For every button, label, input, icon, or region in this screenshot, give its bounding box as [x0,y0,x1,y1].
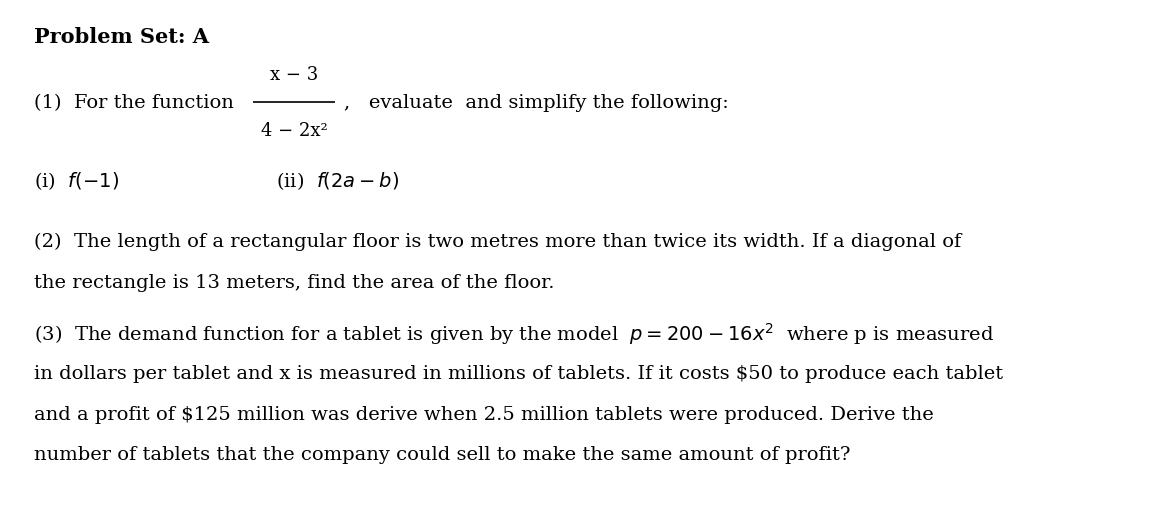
Text: the rectangle is 13 meters, find the area of the floor.: the rectangle is 13 meters, find the are… [34,273,554,291]
Text: (ii)  $f(2a-b)$: (ii) $f(2a-b)$ [276,170,399,192]
Text: and a profit of $125 million was derive when 2.5 million tablets were produced. : and a profit of $125 million was derive … [34,405,933,423]
Text: x − 3: x − 3 [270,66,318,84]
Text: Problem Set: A: Problem Set: A [34,26,208,47]
Text: ,   evaluate  and simplify the following:: , evaluate and simplify the following: [344,94,728,111]
Text: 4 − 2x²: 4 − 2x² [261,122,327,139]
Text: number of tablets that the company could sell to make the same amount of profit?: number of tablets that the company could… [34,445,850,463]
Text: (3)  The demand function for a tablet is given by the model  $p = 200-16x^{2}$  : (3) The demand function for a tablet is … [34,320,994,346]
Text: (i)  $f(-1)$: (i) $f(-1)$ [34,170,119,192]
Text: (1)  For the function: (1) For the function [34,94,245,111]
Text: (2)  The length of a rectangular floor is two metres more than twice its width. : (2) The length of a rectangular floor is… [34,233,961,251]
Text: in dollars per tablet and x is measured in millions of tablets. If it costs $50 : in dollars per tablet and x is measured … [34,364,1003,382]
